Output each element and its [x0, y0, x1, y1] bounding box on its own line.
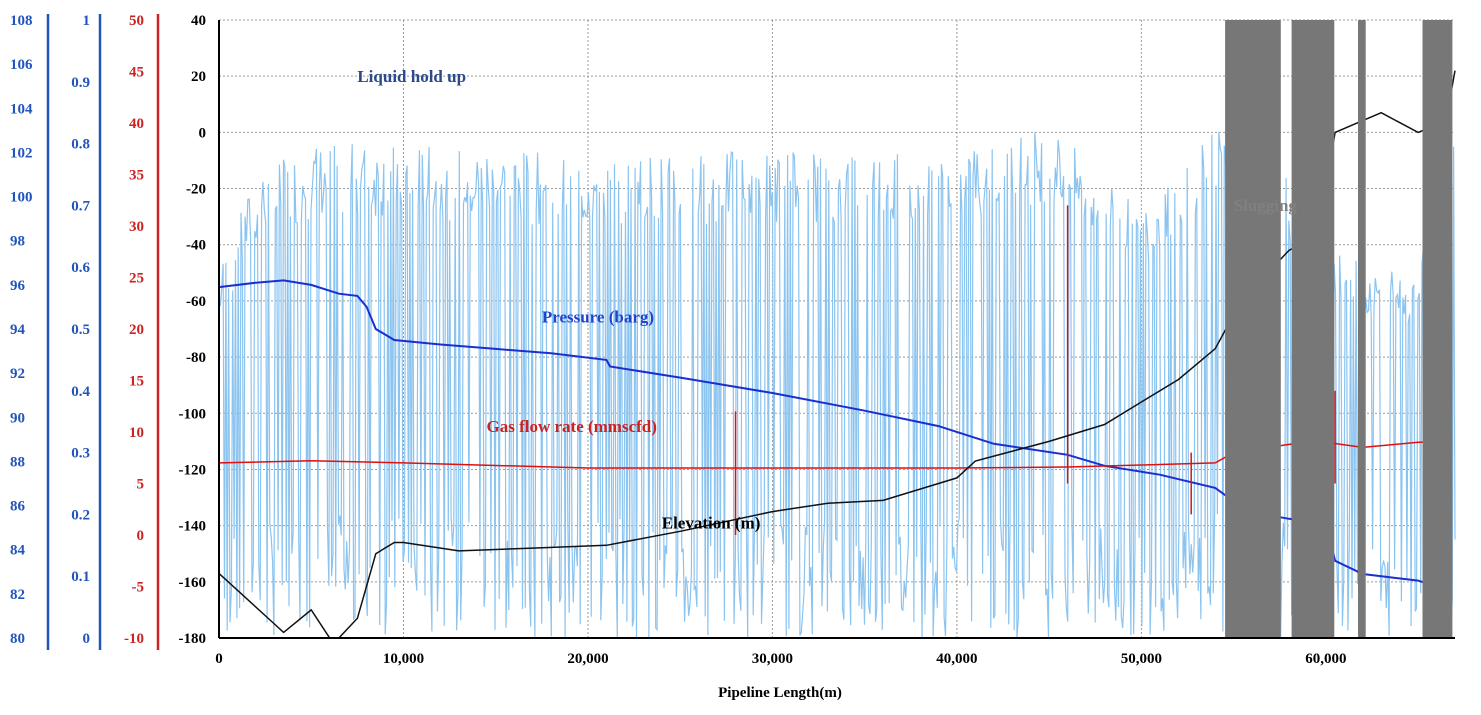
y-tick-label-pressure: 94 — [10, 322, 26, 338]
x-tick-label: 60,000 — [1305, 651, 1346, 667]
y-tick-label-holdup: 0.5 — [71, 322, 90, 338]
y-tick-label-holdup: 0.4 — [71, 384, 90, 400]
y-tick-label-gas: 50 — [129, 13, 144, 29]
y-tick-label-pressure: 102 — [10, 145, 33, 161]
y-tick-label-elevation: -100 — [179, 406, 207, 422]
y-tick-label-holdup: 0.8 — [71, 137, 90, 153]
y-tick-label-pressure: 80 — [10, 631, 25, 647]
y-tick-label-elevation: 40 — [191, 13, 206, 29]
x-tick-label: 30,000 — [752, 651, 793, 667]
series-label: Slugging — [1234, 196, 1298, 215]
y-tick-label-gas: 0 — [137, 528, 145, 544]
y-tick-label-elevation: -80 — [186, 350, 206, 366]
y-tick-label-gas: -5 — [132, 580, 145, 596]
y-tick-label-holdup: 0.6 — [71, 260, 90, 276]
y-tick-label-pressure: 84 — [10, 543, 26, 559]
y-tick-label-holdup: 0.2 — [71, 507, 90, 523]
x-tick-label: 40,000 — [936, 651, 977, 667]
y-tick-label-pressure: 92 — [10, 366, 25, 382]
x-axis-label: Pipeline Length(m) — [718, 685, 842, 701]
y-tick-label-elevation: -20 — [186, 182, 206, 198]
series-label: Liquid hold up — [357, 67, 466, 86]
series-line-slugging — [1225, 20, 1281, 638]
x-tick-label: 20,000 — [567, 651, 608, 667]
y-tick-label-elevation: -160 — [179, 575, 207, 591]
y-tick-label-elevation: -40 — [186, 238, 206, 254]
y-tick-label-elevation: 20 — [191, 69, 206, 85]
y-tick-label-pressure: 90 — [10, 410, 25, 426]
x-tick-label: 10,000 — [383, 651, 424, 667]
series-line-slugging — [1291, 20, 1335, 638]
y-tick-label-pressure: 82 — [10, 587, 25, 603]
y-tick-label-elevation: -180 — [179, 631, 207, 647]
y-tick-label-gas: 10 — [129, 425, 144, 441]
y-tick-label-pressure: 86 — [10, 499, 26, 515]
y-tick-label-gas: 45 — [129, 65, 144, 81]
y-tick-label-pressure: 98 — [10, 234, 25, 250]
y-tick-label-holdup: 0.9 — [71, 75, 90, 91]
y-tick-label-gas: 40 — [129, 116, 144, 132]
series-labels: Liquid hold up Pressure (barg) Gas flow ra… — [357, 67, 1297, 533]
y-tick-label-holdup: 0.1 — [71, 569, 90, 585]
y-tick-label-gas: 35 — [129, 168, 144, 184]
x-tick-label: 0 — [215, 651, 223, 667]
series-label: Gas flow rate (mmscfd) — [486, 417, 656, 436]
y-tick-label-gas: 25 — [129, 271, 144, 287]
plot-lines — [218, 20, 1456, 639]
y-tick-label-pressure: 104 — [10, 101, 33, 117]
y-tick-label-pressure: 106 — [10, 57, 33, 73]
y-tick-label-elevation: -140 — [179, 519, 207, 535]
y-tick-label-gas: 30 — [129, 219, 144, 235]
y-tick-label-holdup: 0 — [83, 631, 91, 647]
y-tick-label-elevation: 0 — [199, 125, 207, 141]
series-line-slugging — [1422, 20, 1453, 638]
y-tick-label-gas: 5 — [137, 477, 145, 493]
y-tick-label-holdup: 0.3 — [71, 446, 90, 462]
axes: 8082848688909294969810010210410610800.10… — [10, 13, 1455, 667]
y-tick-label-holdup: 1 — [83, 13, 91, 29]
y-tick-label-gas: 20 — [129, 322, 144, 338]
y-tick-label-gas: -10 — [124, 631, 144, 647]
series-label: Elevation (m) — [662, 513, 761, 532]
y-tick-label-holdup: 0.7 — [71, 198, 90, 214]
y-tick-label-pressure: 108 — [10, 13, 33, 29]
y-tick-label-elevation: -60 — [186, 294, 206, 310]
y-tick-label-pressure: 88 — [10, 454, 25, 470]
series-line-slugging — [1358, 20, 1366, 638]
y-tick-label-elevation: -120 — [179, 462, 207, 478]
series-line-pressure — [218, 279, 1447, 591]
y-tick-label-gas: 15 — [129, 374, 144, 390]
series-label: Pressure (barg) — [542, 307, 654, 326]
x-tick-label: 50,000 — [1121, 651, 1162, 667]
y-tick-label-pressure: 96 — [10, 278, 26, 294]
y-tick-label-pressure: 100 — [10, 190, 33, 206]
